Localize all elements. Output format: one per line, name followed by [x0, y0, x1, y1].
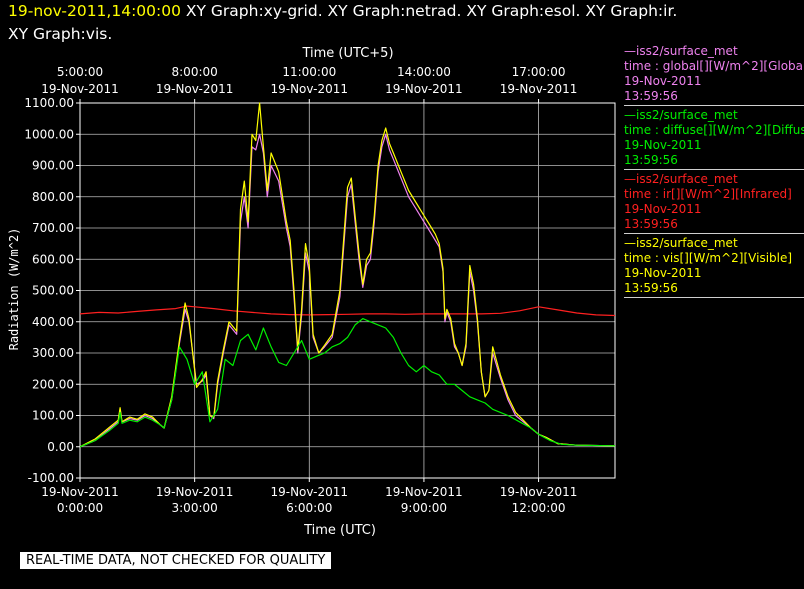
- y-tick-label: 100.00: [32, 409, 74, 423]
- legend-source: —iss2/surface_met: [624, 236, 738, 250]
- legend-entry: —iss2/surface_met time : diffuse[][W/m^2]…: [624, 108, 804, 170]
- header-title-line-1: 19-nov-2011,14:00:00 XY Graph:xy-grid. X…: [8, 2, 677, 20]
- x-tick-date: 19-Nov-2011: [156, 485, 234, 499]
- header-timestamp: 19-nov-2011,14:00:00: [8, 2, 181, 20]
- x2-tick-time: 8:00:00: [172, 65, 218, 79]
- legend-field: time : vis[][W/m^2][Visible]: [624, 251, 793, 265]
- series-line-ir: [79, 305, 616, 317]
- y-tick-label: 900.00: [32, 159, 74, 173]
- x2-tick-date: 19-Nov-2011: [156, 82, 234, 96]
- legend-date: 19-Nov-2011: [624, 202, 702, 216]
- header-graph-list-2: XY Graph:vis.: [8, 25, 113, 43]
- x2-tick-date: 19-Nov-2011: [385, 82, 463, 96]
- y-tick-label: 800.00: [32, 190, 74, 204]
- x-axis-label: Time (UTC): [303, 523, 376, 538]
- legend: —iss2/surface_met time : global[][W/m^2][…: [624, 44, 804, 300]
- x-tick-date: 19-Nov-2011: [41, 485, 119, 499]
- y-axis-label: Radiation (W/m^2): [7, 228, 21, 351]
- y-tick-label: 400.00: [32, 315, 74, 329]
- chart-grid: [80, 103, 615, 478]
- y-tick-label: 500.00: [32, 284, 74, 298]
- legend-separator: [624, 169, 804, 170]
- legend-time: 13:59:56: [624, 217, 678, 231]
- x-tick-time: 9:00:00: [401, 501, 447, 515]
- y-tick-label: 700.00: [32, 221, 74, 235]
- legend-source: —iss2/surface_met: [624, 44, 738, 58]
- x-tick-date: 19-Nov-2011: [270, 485, 348, 499]
- legend-entry: —iss2/surface_met time : vis[][W/m^2][Vis…: [624, 236, 804, 298]
- legend-source: —iss2/surface_met: [624, 172, 738, 186]
- x-tick-time: 0:00:00: [57, 501, 103, 515]
- legend-source: —iss2/surface_met: [624, 108, 738, 122]
- quality-notice: REAL-TIME DATA, NOT CHECKED FOR QUALITY: [20, 552, 332, 569]
- y-tick-label: -100.00: [28, 471, 74, 485]
- legend-field: time : diffuse[][W/m^2][Diffuse: [624, 123, 804, 137]
- header-title-line-2: XY Graph:vis.: [8, 25, 112, 43]
- legend-field: time : ir[][W/m^2][Infrared]: [624, 187, 792, 201]
- x-axis-ticks: 19-Nov-2011 0:00:00 19-Nov-2011 3:00:00 19-N…: [41, 478, 577, 515]
- legend-date: 19-Nov-2011: [624, 74, 702, 88]
- x2-tick-time: 14:00:00: [397, 65, 451, 79]
- x-tick-time: 6:00:00: [286, 501, 332, 515]
- legend-date: 19-Nov-2011: [624, 138, 702, 152]
- x2-tick-date: 19-Nov-2011: [270, 82, 348, 96]
- x-tick-date: 19-Nov-2011: [500, 485, 578, 499]
- y-tick-label: 0.00: [47, 440, 74, 454]
- legend-separator: [624, 105, 804, 106]
- legend-field: time : global[][W/m^2][Global: [624, 59, 804, 73]
- y-tick-label: 1000.00: [24, 127, 74, 141]
- legend-entry: —iss2/surface_met time : global[][W/m^2][…: [624, 44, 804, 106]
- legend-entry: —iss2/surface_met time : ir[][W/m^2][Infr…: [624, 172, 804, 234]
- x-tick-date: 19-Nov-2011: [385, 485, 463, 499]
- legend-time: 13:59:56: [624, 281, 678, 295]
- legend-time: 13:59:56: [624, 89, 678, 103]
- x2-tick-time: 17:00:00: [512, 65, 566, 79]
- series-group: [79, 102, 616, 448]
- series-line-diffuse: [79, 318, 616, 448]
- legend-date: 19-Nov-2011: [624, 266, 702, 280]
- x2-axis-label: Time (UTC+5): [301, 46, 393, 61]
- legend-separator: [624, 233, 804, 234]
- x-tick-time: 12:00:00: [512, 501, 566, 515]
- x2-axis-ticks: 5:00:00 19-Nov-2011 8:00:00 19-Nov-2011 11:0…: [41, 65, 577, 103]
- y-tick-label: 200.00: [32, 377, 74, 391]
- x-tick-time: 3:00:00: [172, 501, 218, 515]
- header-graph-list: XY Graph:xy-grid. XY Graph:netrad. XY Gr…: [180, 2, 678, 20]
- y-tick-label: 600.00: [32, 252, 74, 266]
- y-tick-label: 1100.00: [24, 96, 74, 110]
- x2-tick-time: 5:00:00: [57, 65, 103, 79]
- legend-separator: [624, 297, 804, 298]
- series-line-vis: [79, 102, 616, 448]
- y-tick-label: 300.00: [32, 346, 74, 360]
- x2-tick-time: 11:00:00: [282, 65, 336, 79]
- legend-time: 13:59:56: [624, 153, 678, 167]
- x2-tick-date: 19-Nov-2011: [500, 82, 578, 96]
- y-axis-ticks: -100.00 0.00 100.00 200.00 300.00 400.00 500.0…: [24, 96, 80, 485]
- x2-tick-date: 19-Nov-2011: [41, 82, 119, 96]
